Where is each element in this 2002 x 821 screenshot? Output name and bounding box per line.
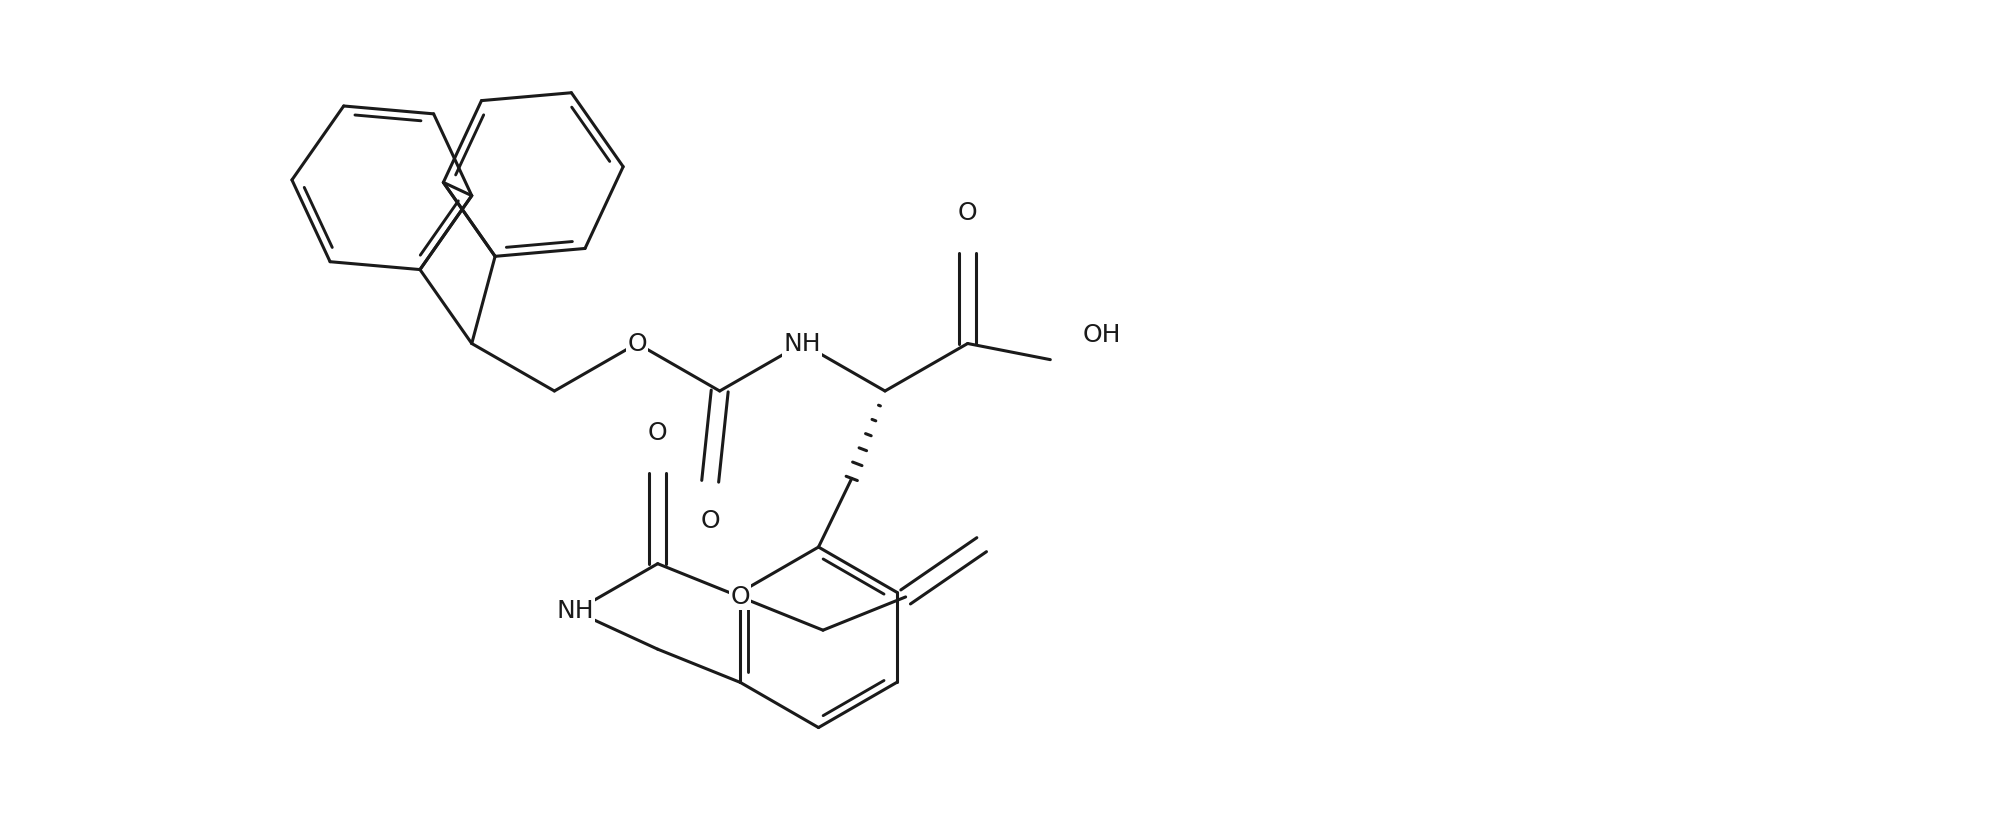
Text: O: O	[731, 585, 751, 609]
Text: OH: OH	[1083, 323, 1121, 346]
Text: O: O	[957, 201, 977, 225]
Text: O: O	[627, 332, 647, 355]
Text: NH: NH	[557, 599, 595, 623]
Text: O: O	[649, 421, 667, 446]
Text: O: O	[701, 509, 721, 534]
Text: NH: NH	[783, 332, 821, 355]
